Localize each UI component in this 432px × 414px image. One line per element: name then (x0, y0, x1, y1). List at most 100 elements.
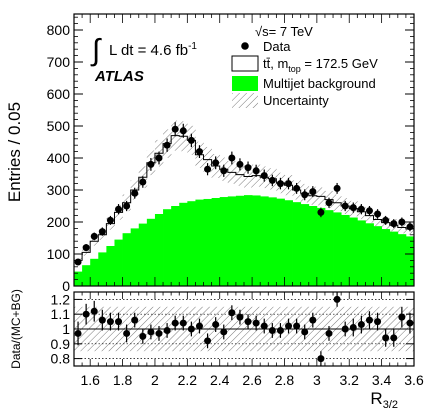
data-point (260, 172, 268, 180)
ratio-point (341, 325, 349, 333)
data-point (252, 167, 260, 175)
multijet-bar (252, 195, 261, 286)
y-tick-label: 100 (47, 246, 71, 262)
data-point (179, 127, 187, 135)
multijet-bar (163, 209, 172, 286)
x-tick-label: 2 (151, 372, 159, 388)
data-point (98, 228, 106, 236)
data-point (390, 220, 398, 228)
ratio-y-tick-label: 1.2 (51, 291, 71, 307)
ratio-point (131, 316, 139, 324)
multijet-bar (292, 202, 302, 286)
multijet-bars (74, 195, 414, 286)
y-tick-label: 0 (62, 278, 70, 294)
data-point (293, 184, 301, 192)
data-point (317, 208, 325, 216)
data-point (212, 159, 220, 167)
multijet-bar (235, 195, 245, 286)
multijet-bar (146, 218, 156, 286)
multijet-bar (333, 212, 342, 286)
legend-multijet-label: Multijet background (263, 76, 376, 91)
data-point (365, 207, 373, 215)
x-tick-label: 3.2 (340, 372, 360, 388)
data-point (171, 125, 179, 133)
ratio-data-points (74, 292, 414, 366)
multijet-bar (90, 258, 99, 286)
data-point (147, 160, 155, 168)
ttbar-step-line (74, 135, 414, 261)
data-point (325, 199, 333, 207)
x-tick-label: 3.4 (372, 372, 392, 388)
ratio-point (276, 326, 284, 334)
data-point (382, 216, 390, 224)
data-point (123, 202, 131, 210)
multijet-bar (365, 223, 374, 286)
ratio-point (115, 318, 123, 326)
multijet-bar (397, 234, 407, 286)
x-tick-label: 2.8 (275, 372, 295, 388)
ratio-point (333, 295, 341, 303)
main-axis-ticks: 0 100 200 300 400 500 600 700 800 (47, 14, 415, 294)
ratio-point (220, 328, 228, 336)
data-point (204, 165, 212, 173)
multijet-bar (284, 200, 293, 286)
ratio-point (236, 313, 244, 321)
multijet-bar (244, 195, 253, 286)
data-point (276, 180, 284, 188)
ratio-point (155, 329, 163, 337)
ratio-point (374, 318, 382, 326)
data-point (244, 164, 252, 172)
ratio-axis-ticks: 0.80.911.11.2 1.6 1.8 2 2.2 2.4 2.6 2.8 3 3.2 3.4 3… (51, 291, 424, 388)
multijet-bar (341, 214, 350, 286)
multijet-bar (357, 220, 366, 286)
legend-entry-multijet: Multijet background (232, 76, 376, 91)
data-point (131, 189, 139, 197)
ratio-point (228, 309, 236, 317)
luminosity-text: L dt = 4.6 fb-1 (109, 41, 197, 59)
ratio-point (325, 329, 333, 337)
x-tick-label: 2.6 (242, 372, 262, 388)
multijet-bar (219, 197, 229, 286)
data-point (220, 167, 228, 175)
legend-data-label: Data (263, 39, 291, 54)
ratio-point (357, 321, 365, 329)
data-point (341, 202, 349, 210)
ratio-point (349, 324, 357, 332)
ratio-point (212, 321, 220, 329)
atlas-label: ATLAS (94, 68, 144, 85)
ratio-point (301, 328, 309, 336)
ratio-point (187, 325, 195, 333)
ratio-y-tick-label: 0.8 (51, 351, 71, 367)
x-tick-label: 1.8 (113, 372, 133, 388)
multijet-bar (130, 228, 140, 286)
ratio-point (163, 326, 171, 334)
ratio-point (382, 334, 390, 342)
y-tick-label: 200 (47, 214, 71, 230)
multijet-bar (82, 265, 91, 286)
multijet-bar (195, 199, 204, 286)
x-tick-label: 3.6 (404, 372, 424, 388)
ratio-point (139, 332, 147, 340)
multijet-bar (74, 271, 83, 286)
ratio-point (285, 322, 293, 330)
ratio-y-axis-label: Data/(MC+BG) (9, 289, 23, 369)
ratio-point (171, 319, 179, 327)
multijet-bar (138, 223, 148, 286)
legend-energy: √s= 7 TeV (255, 24, 313, 39)
ratio-point (252, 319, 260, 327)
data-point (139, 178, 147, 186)
legend-data-marker (241, 42, 249, 50)
multijet-bar (389, 231, 399, 286)
data-point (163, 141, 171, 149)
multijet-bar (405, 236, 414, 286)
ratio-point (179, 319, 187, 327)
ratio-point (74, 329, 82, 337)
legend: √s= 7 TeV Data tt̄, mtop = 172.5 GeV Mul… (231, 24, 378, 108)
x-tick-label: 2.4 (210, 372, 230, 388)
ratio-point (204, 337, 212, 345)
data-point (155, 154, 163, 162)
ttbar-histogram (74, 135, 414, 261)
multijet-bar (260, 196, 269, 286)
ratio-point (106, 318, 114, 326)
